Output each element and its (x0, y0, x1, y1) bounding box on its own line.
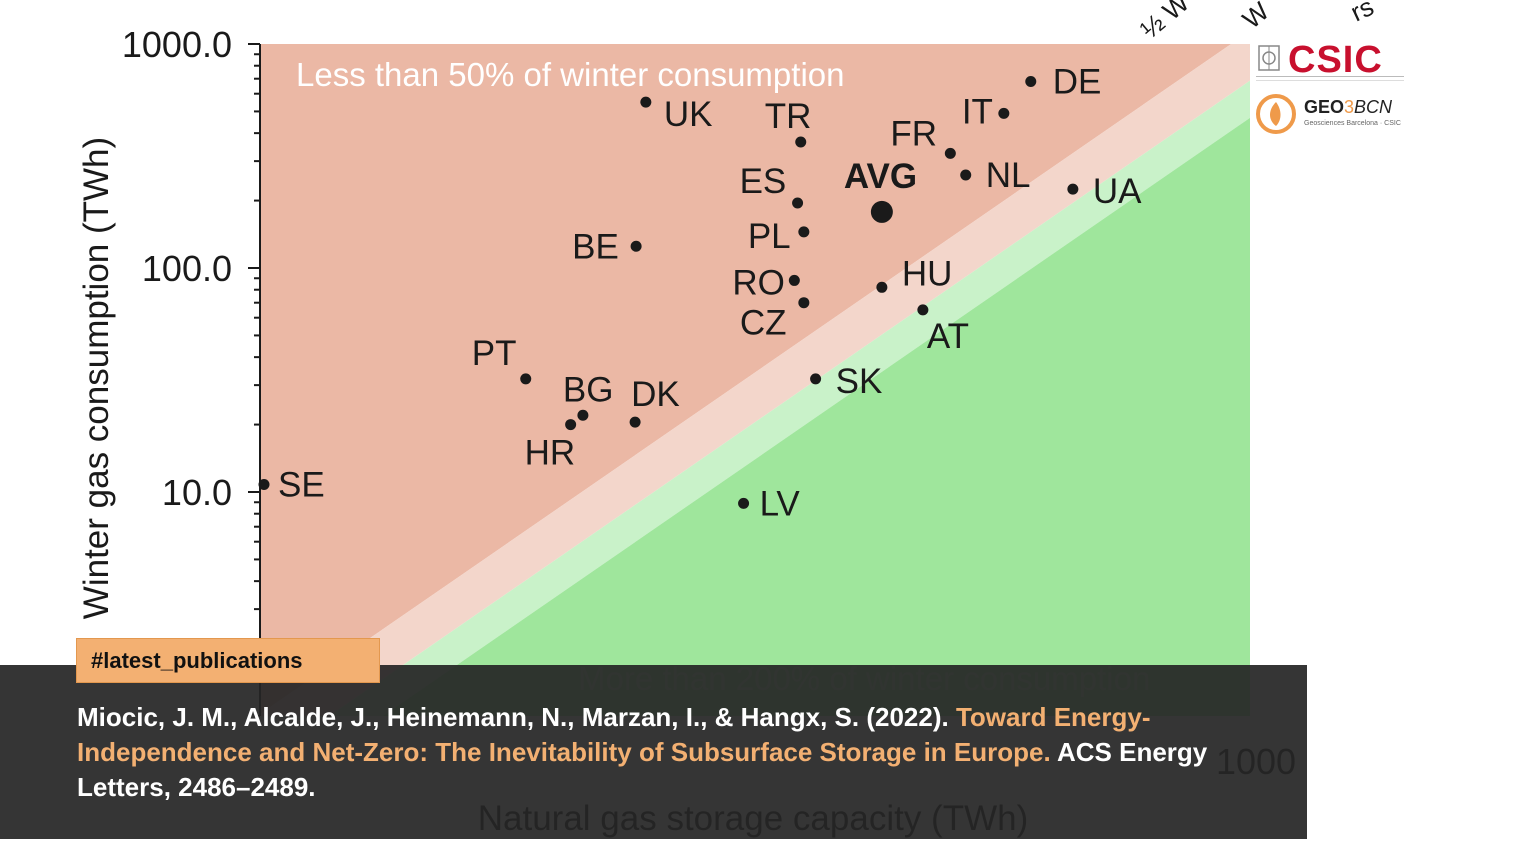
geo3bcn-subtitle: Geosciences Barcelona · CSIC (1304, 120, 1401, 127)
data-point-es (792, 197, 804, 209)
data-point-dk (629, 416, 641, 428)
data-point-de (1025, 76, 1037, 88)
region-band-50-100 (260, 44, 1250, 716)
y-axis-title: Winter gas consumption (TWh) (77, 137, 116, 619)
point-label-ro: RO (732, 263, 785, 302)
data-point-se (258, 479, 270, 491)
data-point-lv (738, 497, 750, 509)
y-tick-label: 100.0 (142, 248, 232, 289)
geo3bcn-logo-icon (1256, 94, 1296, 134)
boundary-label: W (1237, 0, 1275, 35)
data-point-avg (870, 200, 893, 223)
point-label-nl: NL (986, 156, 1031, 195)
citation-authors: Miocic, J. M., Alcalde, J., Heinemann, N… (77, 702, 949, 732)
citation-journal: ACS Energy Letters, 2486–2489. (77, 737, 1208, 802)
data-point-sk (810, 373, 822, 385)
data-point-ua (1067, 183, 1079, 195)
point-label-tr: TR (765, 97, 812, 136)
boundary-label: rs (1346, 0, 1378, 27)
point-label-be: BE (572, 227, 619, 266)
geo3bcn-wordmark: GEO3BCN (1304, 97, 1393, 117)
citation-title[interactable]: Toward Energy-Independence and Net-Zero:… (77, 702, 1151, 767)
y-tick-label: 1000.0 (122, 24, 232, 65)
point-label-se: SE (278, 466, 325, 505)
csic-logo: CSIC (1288, 39, 1383, 81)
region-label-under-50: Less than 50% of winter consumption (296, 56, 844, 93)
point-label-hu: HU (902, 254, 953, 293)
point-label-dk: DK (631, 375, 680, 414)
csic-subtitle-line (1256, 76, 1404, 81)
data-point-at (917, 304, 929, 316)
data-point-ro (788, 274, 800, 286)
region-under-50pct (260, 44, 1250, 715)
region-over-200pct (260, 117, 1250, 716)
data-point-cz (798, 297, 810, 309)
data-point-hu (876, 281, 888, 293)
y-tick-label: 10.0 (162, 472, 232, 513)
csic-seal-icon (1258, 45, 1280, 71)
point-label-es: ES (740, 162, 787, 201)
data-point-hr (565, 419, 577, 431)
point-label-at: AT (927, 317, 969, 356)
data-point-be (630, 240, 642, 252)
data-point-it (998, 107, 1010, 119)
point-label-bg: BG (563, 370, 614, 409)
data-point-tr (795, 136, 807, 148)
point-label-de: DE (1053, 63, 1102, 102)
point-label-pl: PL (748, 217, 791, 256)
data-point-nl (960, 169, 972, 181)
latest-publications-tag[interactable]: #latest_publications (76, 638, 380, 683)
boundary-label: ½ W (1135, 0, 1196, 45)
point-label-fr: FR (890, 114, 937, 153)
point-label-lv: LV (760, 484, 801, 523)
point-label-hr: HR (525, 434, 576, 473)
data-point-pt (520, 373, 532, 385)
institution-logos: CSIC GEO3BCN Geosciences Barcelona · CSI… (1250, 36, 1410, 146)
point-label-it: IT (962, 92, 993, 131)
citation-text: Miocic, J. M., Alcalde, J., Heinemann, N… (77, 700, 1237, 805)
region-band-100-200 (329, 80, 1250, 716)
data-point-fr (944, 147, 956, 159)
citation-overlay (0, 665, 1307, 839)
data-point-uk (640, 96, 652, 108)
point-label-cz: CZ (740, 304, 787, 343)
point-label-sk: SK (836, 362, 883, 401)
point-label-avg: AVG (844, 157, 917, 196)
data-point-bg (577, 409, 589, 421)
point-label-pt: PT (472, 334, 517, 373)
point-label-ua: UA (1093, 172, 1142, 211)
point-label-uk: UK (664, 95, 713, 134)
data-point-pl (798, 226, 810, 238)
